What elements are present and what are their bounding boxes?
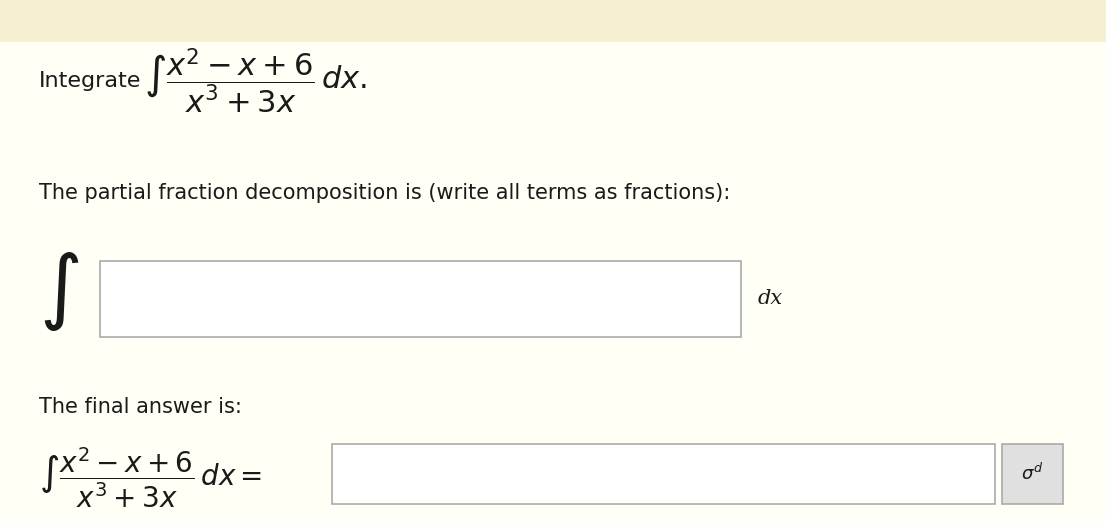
Text: $\int \dfrac{x^2 - x + 6}{x^3 + 3x}\,dx.$: $\int \dfrac{x^2 - x + 6}{x^3 + 3x}\,dx.… — [144, 46, 367, 115]
FancyBboxPatch shape — [0, 0, 1106, 42]
FancyBboxPatch shape — [1002, 444, 1063, 504]
Text: The final answer is:: The final answer is: — [39, 397, 241, 417]
Text: Integrate: Integrate — [39, 71, 142, 91]
Text: $\int \dfrac{x^2 - x + 6}{x^3 + 3x}\,dx =$: $\int \dfrac{x^2 - x + 6}{x^3 + 3x}\,dx … — [39, 445, 262, 510]
Text: $\sigma^d$: $\sigma^d$ — [1021, 463, 1043, 484]
Text: $\int$: $\int$ — [39, 251, 79, 334]
FancyBboxPatch shape — [332, 444, 995, 504]
FancyBboxPatch shape — [100, 261, 741, 337]
Text: dx: dx — [758, 289, 783, 308]
Text: The partial fraction decomposition is (write all terms as fractions):: The partial fraction decomposition is (w… — [39, 183, 730, 203]
